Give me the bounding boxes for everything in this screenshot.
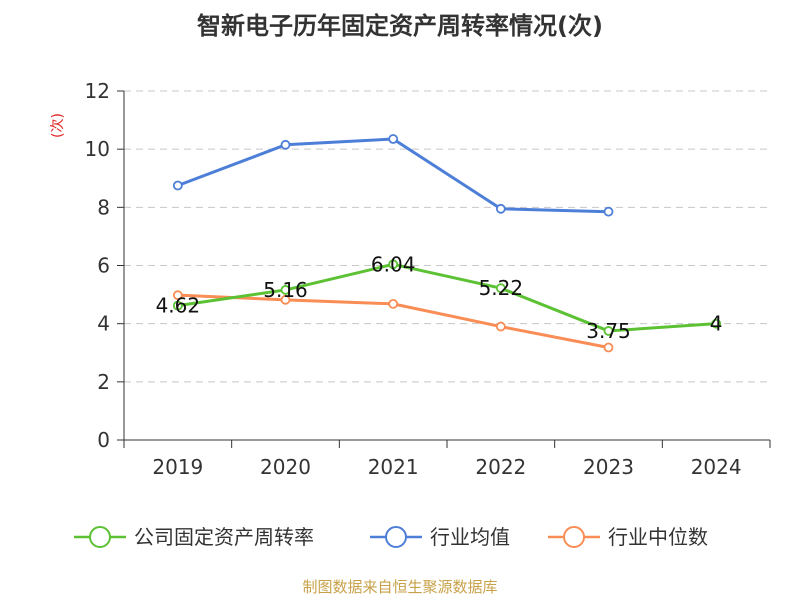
- x-tick-label: 2024: [691, 455, 742, 479]
- data-point: [388, 298, 399, 309]
- data-label: 6.04: [371, 252, 416, 276]
- y-tick-label: 10: [85, 137, 110, 161]
- legend-item-1: 行业均值: [370, 525, 510, 549]
- y-tick-label: 0: [97, 428, 110, 452]
- data-point: [280, 285, 291, 295]
- axes: 0 2 4 6 8 10 12 2019 2020 2021 2022 2023 2024: [85, 79, 771, 479]
- data-label: 5.22: [479, 276, 524, 300]
- legend: 公司固定资产周转率 行业均值 行业中位数: [74, 525, 708, 549]
- y-axis-label: (次): [50, 113, 66, 138]
- data-label: 4: [710, 312, 723, 336]
- data-point: [388, 134, 399, 144]
- data-label: 5.16: [263, 278, 308, 302]
- series-line: [177, 137, 609, 214]
- x-tick-label: 2021: [368, 455, 419, 479]
- data-point: [388, 259, 399, 270]
- legend-item-2: 行业中位数: [548, 525, 708, 549]
- data-point: [495, 283, 506, 294]
- y-tick-label: 4: [97, 312, 110, 336]
- data-point: [603, 206, 614, 217]
- data-labels: 4.62 5.16 6.04 5.22 3.75 4: [156, 252, 723, 343]
- series-0: [172, 259, 722, 336]
- legend-label: 公司固定资产周转率: [134, 525, 314, 549]
- data-label: 3.75: [586, 319, 631, 343]
- data-point: [172, 180, 183, 191]
- chart-title: 智新电子历年固定资产周转率情况(次): [197, 12, 603, 40]
- legend-marker: [89, 526, 111, 548]
- data-point: [603, 342, 614, 353]
- legend-label: 行业中位数: [608, 525, 708, 549]
- data-point: [172, 290, 183, 301]
- y-tick-label: 6: [97, 254, 110, 278]
- y-tick-label: 2: [97, 370, 110, 394]
- legend-marker: [385, 526, 407, 548]
- data-point: [280, 139, 291, 150]
- x-tick-label: 2022: [475, 455, 526, 479]
- legend-marker: [563, 526, 585, 548]
- legend-label: 行业均值: [430, 525, 510, 549]
- data-label: 4.62: [156, 294, 201, 318]
- x-tick-label: 2019: [152, 455, 203, 479]
- series-1: [172, 134, 614, 217]
- series-2: [172, 290, 614, 353]
- legend-item-0: 公司固定资产周转率: [74, 525, 314, 549]
- data-point: [172, 300, 183, 311]
- data-point: [495, 203, 506, 214]
- data-point: [280, 294, 291, 305]
- y-tick-label: 12: [85, 79, 110, 103]
- data-point: [495, 321, 506, 332]
- x-tick-label: 2023: [583, 455, 634, 479]
- grid-lines: [124, 90, 770, 383]
- data-point: [603, 326, 614, 336]
- y-tick-label: 8: [97, 195, 110, 219]
- series-line: [177, 262, 717, 333]
- series-layer: [172, 134, 722, 353]
- source-note: 制图数据来自恒生聚源数据库: [302, 578, 497, 596]
- data-point: [711, 318, 722, 329]
- x-tick-label: 2020: [260, 455, 311, 479]
